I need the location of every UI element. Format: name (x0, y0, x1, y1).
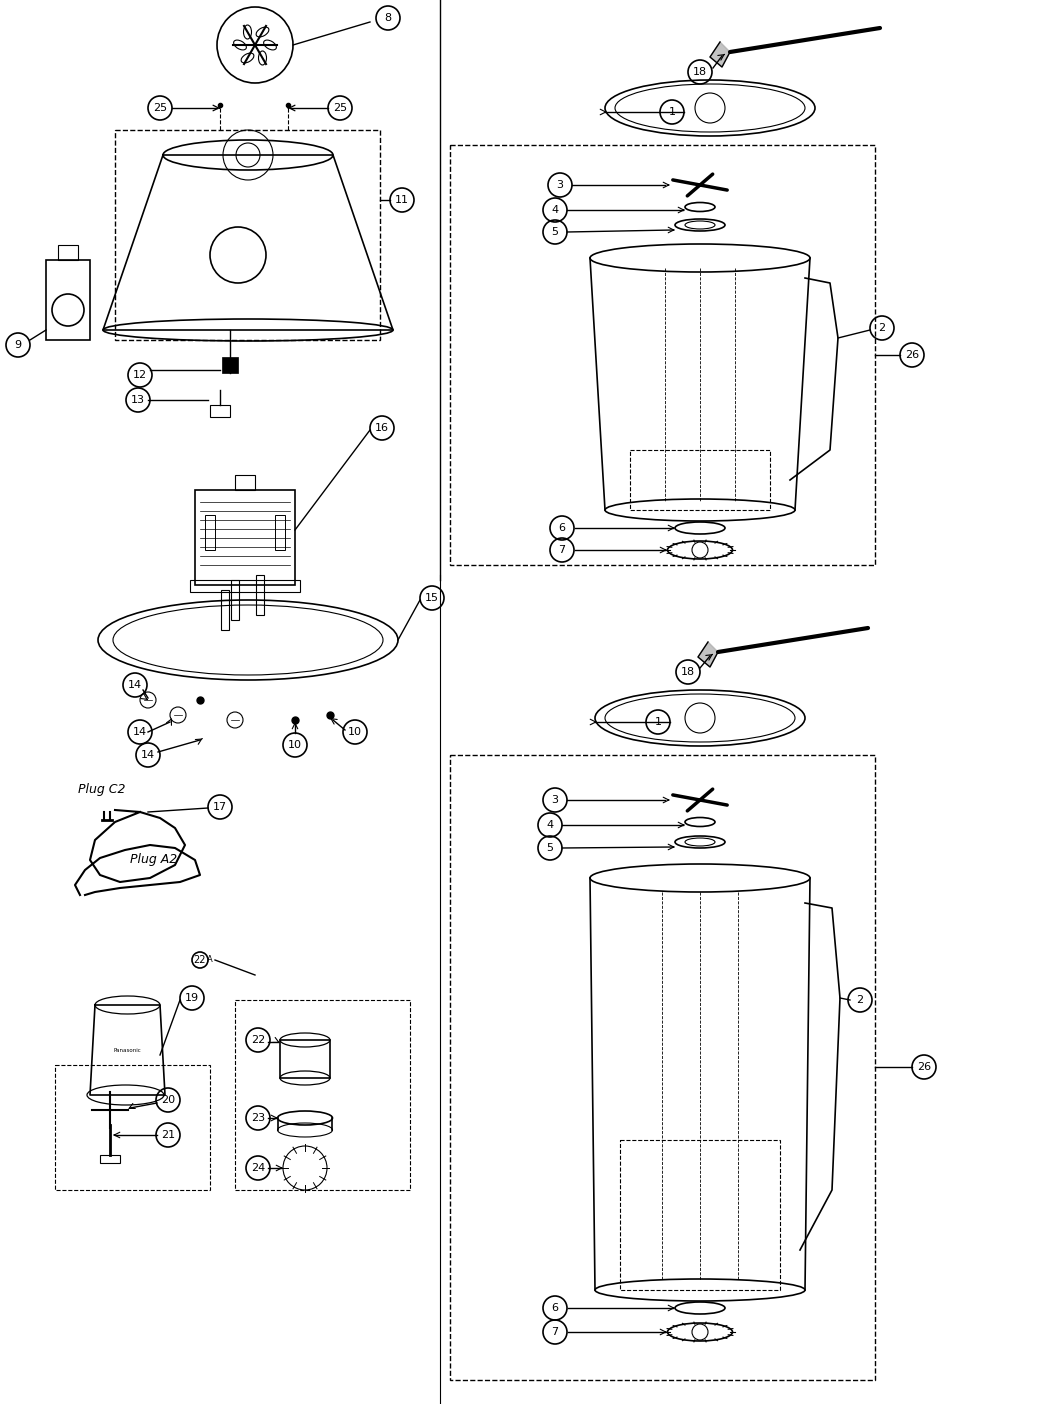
Text: 14: 14 (141, 750, 156, 760)
Bar (46, 260, 90, 340)
Text: 5: 5 (546, 842, 554, 854)
Text: 16: 16 (375, 423, 389, 432)
Text: 15: 15 (425, 592, 439, 602)
Bar (211, 404, 230, 417)
Text: 3: 3 (552, 795, 559, 804)
Bar (221, 590, 229, 630)
Text: 26: 26 (917, 1061, 931, 1073)
Text: 26: 26 (905, 350, 919, 359)
Text: Plug C2: Plug C2 (78, 783, 125, 796)
Text: 18: 18 (693, 67, 707, 77)
Bar (235, 475, 255, 490)
Text: 25: 25 (333, 102, 347, 112)
Text: 14: 14 (133, 727, 147, 737)
Text: Plug A2: Plug A2 (130, 854, 177, 866)
Text: 14: 14 (128, 680, 142, 689)
Polygon shape (710, 42, 730, 67)
Text: 10: 10 (288, 740, 302, 750)
Bar (195, 490, 295, 585)
Text: 8: 8 (385, 13, 392, 22)
Text: 6: 6 (559, 524, 565, 534)
Text: 2: 2 (878, 323, 886, 333)
Bar (256, 576, 264, 615)
Text: 3: 3 (557, 180, 563, 190)
Text: 18: 18 (681, 667, 695, 677)
Text: 5: 5 (552, 227, 559, 237)
Text: 24: 24 (251, 1163, 265, 1172)
Text: 13: 13 (131, 395, 145, 404)
Text: 4: 4 (546, 820, 554, 830)
Text: 17: 17 (213, 802, 227, 812)
Text: Panasonic: Panasonic (113, 1047, 141, 1053)
Text: 9: 9 (15, 340, 22, 350)
Polygon shape (698, 642, 718, 667)
Bar (205, 515, 215, 550)
Text: 1: 1 (669, 107, 675, 117)
Text: 7: 7 (559, 545, 565, 555)
Text: 7: 7 (552, 1327, 559, 1337)
Bar (100, 1155, 120, 1163)
Bar (231, 580, 239, 621)
Bar (280, 1040, 330, 1078)
Text: 22: 22 (194, 955, 206, 965)
Text: 10: 10 (348, 727, 362, 737)
Text: 22: 22 (251, 1035, 265, 1045)
Text: 21: 21 (161, 1130, 175, 1140)
Text: A: A (207, 956, 213, 965)
Bar (190, 580, 300, 592)
Text: 19: 19 (185, 993, 199, 1002)
Text: 20: 20 (161, 1095, 175, 1105)
Text: 25: 25 (152, 102, 167, 112)
Text: 1: 1 (654, 717, 662, 727)
Bar (58, 246, 78, 260)
Bar (222, 357, 239, 373)
Text: 23: 23 (251, 1113, 265, 1123)
Bar (275, 515, 285, 550)
Text: 11: 11 (395, 195, 409, 205)
Text: 4: 4 (552, 205, 559, 215)
Text: 6: 6 (552, 1303, 559, 1313)
Text: 12: 12 (133, 371, 147, 380)
Text: 2: 2 (857, 995, 864, 1005)
